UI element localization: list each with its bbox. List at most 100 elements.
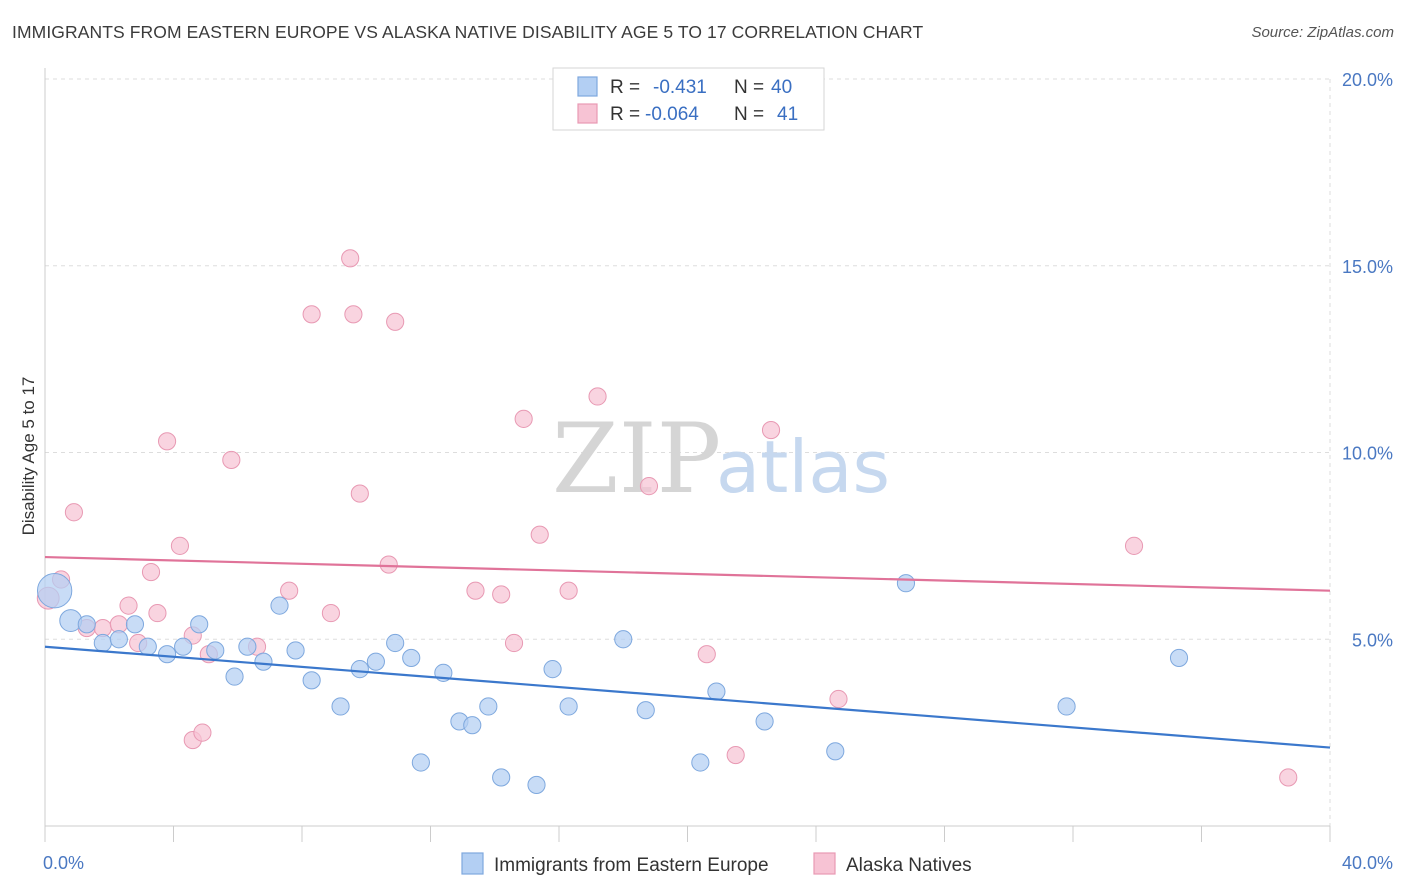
alaska-natives-point-32: [588, 387, 607, 406]
x-tick-labels: 0.0% 40.0%: [43, 853, 1393, 873]
x-tick-label-0: 0.0%: [43, 853, 84, 873]
y-axis-label: Disability Age 5 to 17: [19, 377, 38, 536]
alaska-natives-point-39: [1279, 768, 1298, 787]
eastern-europe-point-38: [1057, 697, 1076, 716]
chart-title: IMMIGRANTS FROM EASTERN EUROPE VS ALASKA…: [12, 22, 924, 42]
alaska-natives-point-13: [193, 723, 212, 742]
eastern-europe-point-39: [1169, 648, 1189, 668]
alaska-natives-point-9: [148, 604, 167, 623]
alaska-natives-point-23: [344, 305, 363, 324]
alaska-natives-point-29: [514, 409, 533, 428]
eastern-europe-point-33: [691, 753, 710, 772]
legend-label-alaska-natives: Alaska Natives: [846, 855, 972, 876]
eastern-europe-point-34: [707, 682, 726, 701]
legend-swatch-alaska-natives: [813, 852, 836, 875]
stats-r-label-2: R =: [610, 104, 640, 125]
stats-legend-swatch-eastern-europe: [577, 76, 598, 97]
stats-n-label-1: N =: [734, 77, 764, 98]
eastern-europe-point-28: [527, 775, 546, 794]
legend-label-eastern-europe: Immigrants from Eastern Europe: [494, 855, 769, 876]
eastern-europe-point-22: [411, 753, 430, 772]
trend-line-eastern-europe: [44, 645, 1331, 749]
alaska-natives-point-28: [504, 633, 524, 653]
watermark-atlas: atlas: [716, 425, 890, 509]
eastern-europe-point-16: [302, 671, 321, 690]
eastern-europe-point-6: [138, 637, 157, 656]
stats-legend-swatch-alaska-natives: [577, 103, 598, 124]
alaska-natives-point-35: [726, 745, 745, 765]
alaska-natives-point-33: [639, 477, 659, 496]
alaska-natives-point-21: [341, 249, 360, 268]
source-credit: Source: ZipAtlas.com: [1251, 24, 1394, 41]
eastern-europe-point-4: [109, 630, 128, 649]
series-eastern-europe-points: [36, 573, 1189, 794]
series-legend: Immigrants from Eastern Europe Alaska Na…: [461, 852, 972, 876]
alaska-natives-point-37: [829, 689, 848, 709]
eastern-europe-point-14: [270, 596, 289, 615]
alaska-natives-point-27: [492, 585, 511, 604]
eastern-europe-point-13: [254, 652, 273, 671]
y-tick-label-3: 20.0%: [1342, 70, 1393, 90]
eastern-europe-point-21: [402, 648, 421, 668]
stats-n-value-2: 41: [777, 104, 798, 125]
alaska-natives-point-36: [761, 421, 781, 440]
eastern-europe-point-30: [559, 697, 578, 716]
stats-r-value-1: -0.431: [653, 77, 707, 98]
axes: [44, 68, 1331, 842]
alaska-natives-point-25: [386, 312, 405, 331]
eastern-europe-point-2: [77, 615, 96, 634]
eastern-europe-point-32: [636, 701, 655, 720]
stats-r-label-1: R =: [610, 77, 640, 98]
trend-line-alaska-natives: [44, 555, 1331, 592]
alaska-natives-point-18: [280, 581, 299, 600]
watermark: ZIP atlas: [552, 403, 890, 515]
alaska-natives-point-31: [559, 581, 578, 600]
x-tick-label-1: 40.0%: [1342, 853, 1393, 873]
series-alaska-natives-points: [36, 249, 1298, 787]
trend-lines: [44, 555, 1331, 749]
eastern-europe-point-29: [543, 660, 562, 679]
stats-legend: R = -0.431 N = 40 R = -0.064 N = 41: [552, 67, 825, 131]
alaska-natives-point-8: [141, 562, 161, 582]
watermark-zip: ZIP: [552, 403, 721, 515]
eastern-europe-point-10: [206, 641, 225, 660]
eastern-europe-point-20: [386, 633, 405, 653]
eastern-europe-point-15: [286, 641, 305, 660]
eastern-europe-point-9: [190, 615, 209, 634]
eastern-europe-point-0: [36, 573, 73, 609]
y-tick-label-1: 10.0%: [1342, 444, 1393, 464]
alaska-natives-point-11: [170, 536, 190, 555]
eastern-europe-point-1: [59, 609, 83, 632]
alaska-natives-point-34: [697, 645, 716, 664]
alaska-natives-point-19: [302, 305, 321, 324]
eastern-europe-point-11: [225, 667, 244, 686]
eastern-europe-point-3: [93, 633, 112, 653]
alaska-natives-point-24: [379, 555, 398, 574]
eastern-europe-point-37: [896, 574, 916, 593]
eastern-europe-point-12: [238, 637, 257, 656]
alaska-natives-point-20: [321, 604, 340, 623]
alaska-natives-point-2: [64, 503, 83, 522]
alaska-natives-point-26: [466, 581, 485, 600]
y-tick-labels: 5.0% 10.0% 15.0% 20.0%: [1342, 70, 1393, 650]
alaska-natives-point-6: [119, 596, 138, 615]
alaska-natives-point-38: [1124, 536, 1144, 555]
stats-n-value-1: 40: [771, 77, 792, 98]
eastern-europe-point-18: [350, 660, 369, 679]
eastern-europe-point-31: [614, 630, 633, 649]
eastern-europe-point-5: [125, 615, 145, 634]
alaska-natives-point-30: [530, 525, 549, 544]
eastern-europe-point-19: [366, 652, 385, 671]
eastern-europe-point-35: [755, 712, 774, 731]
stats-legend-box: [552, 67, 825, 131]
y-tick-label-2: 15.0%: [1342, 257, 1393, 277]
stats-n-label-2: N =: [734, 104, 764, 125]
stats-r-value-2: -0.064: [645, 104, 699, 125]
y-tick-label-0: 5.0%: [1352, 630, 1393, 650]
alaska-natives-point-22: [350, 484, 369, 503]
alaska-natives-point-10: [157, 432, 177, 451]
eastern-europe-point-8: [174, 637, 193, 656]
alaska-natives-point-16: [222, 450, 241, 470]
eastern-europe-point-36: [826, 742, 845, 761]
